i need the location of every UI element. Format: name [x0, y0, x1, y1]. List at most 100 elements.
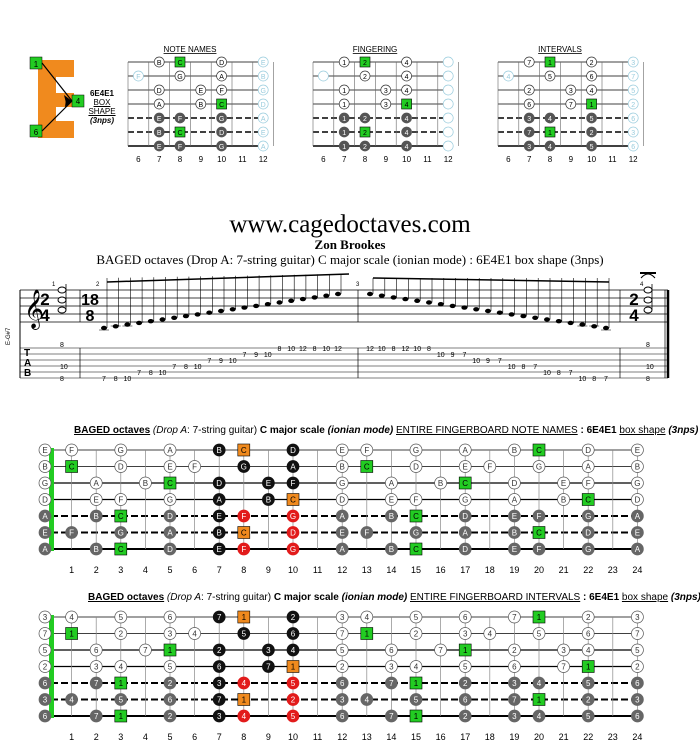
svg-text:6: 6: [527, 102, 531, 109]
mini-note: B: [153, 126, 165, 138]
svg-text:7: 7: [172, 364, 176, 371]
svg-text:4: 4: [405, 144, 409, 151]
board-note: G: [114, 526, 128, 539]
svg-text:5: 5: [590, 116, 594, 123]
svg-text:8: 8: [313, 346, 317, 353]
mini-note: 7: [565, 98, 577, 110]
board-note: 1: [532, 693, 546, 706]
site-url[interactable]: www.cagedoctaves.com: [229, 211, 471, 238]
svg-text:2: 2: [631, 102, 635, 109]
board-note: 1: [458, 643, 472, 657]
board-note: C: [237, 526, 251, 539]
svg-text:G: G: [290, 512, 296, 521]
svg-text:3: 3: [512, 679, 517, 688]
svg-text:3: 3: [340, 613, 345, 622]
svg-text:8: 8: [184, 364, 188, 371]
svg-text:4: 4: [192, 630, 197, 639]
svg-text:10: 10: [402, 155, 411, 164]
board-note: 2: [581, 693, 595, 706]
svg-text:10: 10: [287, 346, 295, 353]
svg-text:E: E: [389, 496, 394, 505]
board-note: A: [385, 476, 398, 490]
svg-text:D: D: [585, 446, 591, 455]
svg-text:C: C: [167, 479, 173, 488]
svg-text:1: 1: [537, 696, 542, 705]
svg-text:6: 6: [463, 696, 468, 705]
board-note: C: [114, 542, 128, 556]
fret-number: 22: [583, 732, 593, 742]
mini-note: [442, 56, 454, 68]
fret-number: 12: [337, 732, 347, 742]
svg-text:E: E: [42, 446, 47, 455]
svg-text:A: A: [157, 102, 162, 109]
svg-text:2: 2: [96, 282, 100, 288]
fret-number: 12: [337, 565, 347, 575]
board-note: A: [458, 443, 472, 457]
svg-text:D: D: [261, 102, 266, 109]
svg-text:4: 4: [405, 130, 409, 137]
board-note: 1: [114, 709, 128, 723]
board-note: E: [262, 476, 275, 490]
board-note: G: [286, 509, 300, 523]
shape-caption: 6E4E1 BOX SHAPE (3nps): [84, 89, 120, 125]
board-note: F: [532, 542, 546, 556]
board-note: 4: [286, 643, 300, 657]
author: Zon Brookes: [314, 237, 386, 252]
svg-text:B: B: [157, 60, 162, 67]
board-note: 7: [434, 643, 447, 657]
board-note: E: [631, 526, 644, 539]
mini-note: 7: [627, 70, 639, 82]
svg-text:F: F: [487, 463, 492, 472]
svg-text:6: 6: [586, 630, 591, 639]
svg-text:3: 3: [43, 696, 48, 705]
board-note: 2: [38, 660, 52, 673]
svg-text:2: 2: [168, 712, 173, 721]
svg-text:G: G: [219, 144, 224, 151]
board-note: C: [163, 476, 177, 490]
svg-text:3: 3: [527, 144, 531, 151]
svg-text:5: 5: [340, 646, 345, 655]
svg-text:C: C: [462, 479, 468, 488]
svg-text:2: 2: [635, 663, 640, 672]
board-note: 5: [163, 660, 177, 673]
board-note: C: [409, 542, 423, 556]
svg-text:B: B: [389, 512, 394, 521]
svg-text:8: 8: [592, 376, 596, 383]
svg-text:6: 6: [321, 155, 326, 164]
board-note: E: [458, 460, 472, 473]
svg-text:A: A: [24, 358, 31, 369]
board-note: 1: [237, 693, 251, 706]
board-note: 3: [335, 610, 349, 624]
board-note: 5: [38, 643, 52, 657]
svg-text:7: 7: [242, 352, 246, 359]
svg-text:4: 4: [405, 116, 409, 123]
svg-text:D: D: [167, 545, 173, 554]
mini-note: 5: [586, 112, 597, 124]
board-note: 4: [360, 693, 374, 706]
svg-text:F: F: [537, 545, 542, 554]
svg-text:G: G: [118, 529, 124, 538]
svg-text:6: 6: [389, 646, 394, 655]
svg-text:4: 4: [537, 712, 542, 721]
board-note: 5: [581, 676, 595, 690]
board-note: D: [409, 460, 423, 473]
svg-text:G: G: [42, 479, 48, 488]
fret-number: 21: [559, 732, 569, 742]
svg-text:D: D: [157, 88, 162, 95]
svg-text:3: 3: [43, 613, 48, 622]
fret-number: 2: [94, 732, 99, 742]
board-note: G: [286, 542, 300, 556]
board-note: 5: [409, 693, 423, 706]
board-note: A: [631, 542, 644, 556]
svg-text:12: 12: [299, 346, 307, 353]
mini-note: D: [257, 98, 269, 110]
svg-text:E: E: [635, 529, 640, 538]
board-note: E: [631, 443, 644, 457]
board-note: 6: [508, 660, 521, 673]
fret-number: 11: [313, 732, 322, 742]
svg-text:8: 8: [646, 342, 650, 349]
svg-text:A: A: [94, 479, 100, 488]
svg-text:1: 1: [52, 282, 56, 288]
svg-text:C: C: [585, 496, 591, 505]
svg-text:F: F: [118, 496, 123, 505]
